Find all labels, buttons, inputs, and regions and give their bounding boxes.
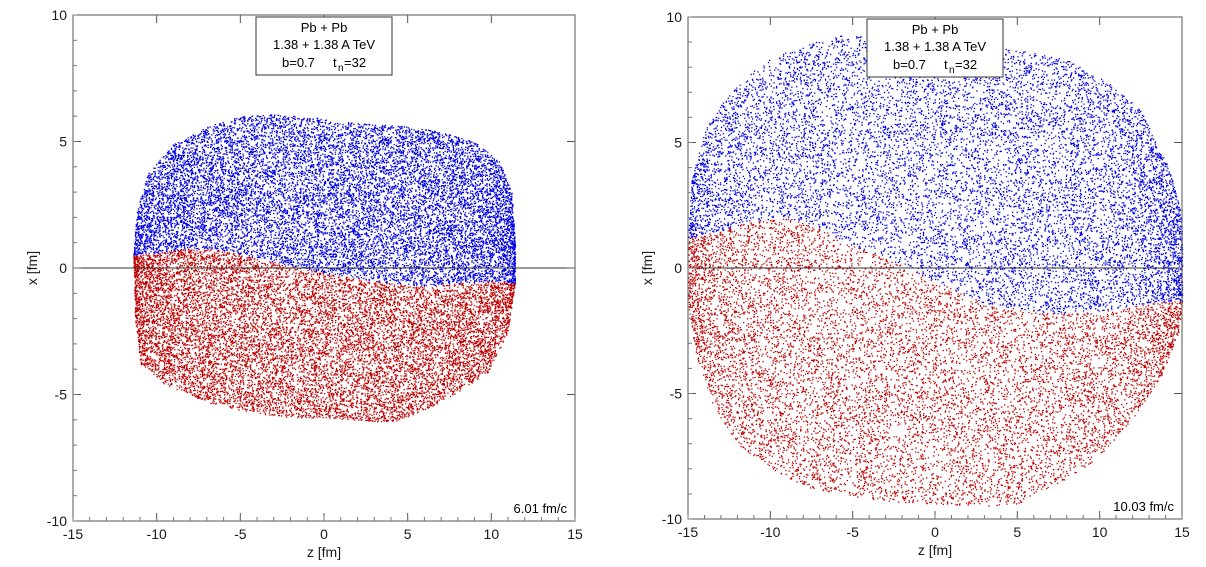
x-tick-label: 5 — [1013, 524, 1021, 540]
y-tick-label: -10 — [47, 513, 67, 529]
y-tick-label: 0 — [59, 260, 67, 276]
x-tick-label: 10 — [484, 526, 500, 542]
lower-region-points — [688, 218, 1183, 507]
x-tick-label: -10 — [147, 526, 167, 542]
time-label: 10.03 fm/c — [1113, 499, 1174, 514]
panel-divider — [600, 0, 606, 567]
y-tick-label: 5 — [674, 135, 682, 151]
upper-region-points — [133, 114, 517, 287]
info-box — [255, 16, 393, 76]
x-tick-label: -5 — [846, 524, 859, 540]
x-tick-label: -10 — [760, 524, 780, 540]
info-line-3-tval: =32 — [344, 55, 366, 70]
chart-panel-left: -15 -10 -5 0 5 10 15 -10 -5 0 5 10 z [fm] x [fm] Pb + … — [0, 0, 597, 567]
y-tick-label: 5 — [59, 134, 67, 150]
chart-panel-right: -15 -10 -5 0 5 10 15 -10 -5 0 5 10 z [fm] x [fm] Pb + … — [609, 0, 1206, 567]
x-tick-label: 0 — [320, 526, 328, 542]
lower-region-points — [133, 248, 517, 423]
info-line-3-tsub: n — [338, 63, 344, 74]
info-box — [866, 18, 1004, 78]
x-tick-label: -15 — [63, 526, 83, 542]
y-tick-label: -10 — [662, 511, 682, 527]
info-line-3-t: t — [333, 55, 337, 70]
x-tick-label: 15 — [567, 526, 583, 542]
x-tick-label: 5 — [404, 526, 412, 542]
info-line-3-tsub: n — [949, 65, 955, 76]
x-axis-title: z [fm] — [918, 542, 952, 558]
info-line-1: Pb + Pb — [301, 20, 348, 35]
y-tick-label: -5 — [55, 387, 68, 403]
info-line-3-t: t — [944, 57, 948, 72]
x-tick-label: 15 — [1174, 524, 1190, 540]
y-tick-label: 0 — [674, 260, 682, 276]
x-tick-label: -5 — [234, 526, 247, 542]
x-tick-label: 0 — [931, 524, 939, 540]
info-line-3-tval: =32 — [955, 57, 977, 72]
x-tick-label: -15 — [678, 524, 698, 540]
time-label: 6.01 fm/c — [514, 501, 568, 516]
info-line-1: Pb + Pb — [912, 22, 959, 37]
y-tick-label: -5 — [670, 386, 683, 402]
info-line-2: 1.38 + 1.38 A TeV — [884, 39, 986, 54]
x-axis-title: z [fm] — [307, 544, 341, 560]
particle-points — [688, 35, 1184, 507]
info-line-3-b: b=0.7 — [893, 57, 926, 72]
y-tick-label: 10 — [666, 9, 682, 25]
y-tick-label: 10 — [51, 7, 67, 23]
info-line-2: 1.38 + 1.38 A TeV — [273, 37, 375, 52]
info-line-3-b: b=0.7 — [282, 55, 315, 70]
particle-points — [133, 114, 517, 423]
y-axis-title: x [fm] — [24, 251, 40, 285]
x-tick-label: 10 — [1092, 524, 1108, 540]
y-axis-title: x [fm] — [639, 251, 655, 285]
